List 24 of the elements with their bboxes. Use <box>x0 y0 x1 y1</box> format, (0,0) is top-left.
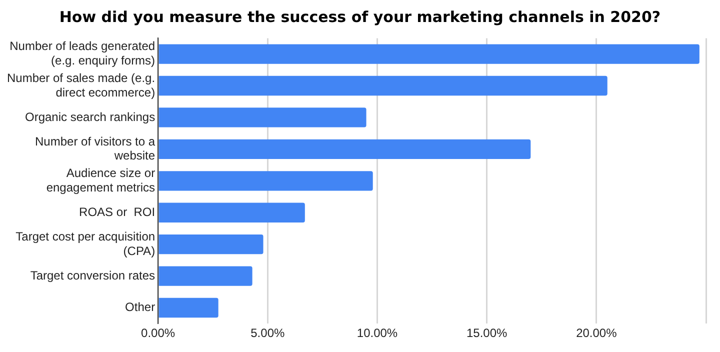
x-tick-label: 5.00% <box>250 326 285 340</box>
x-tick-label: 15.00% <box>466 326 508 340</box>
bar <box>158 234 264 254</box>
x-tick-label: 20.00% <box>576 326 618 340</box>
bar <box>158 139 531 160</box>
y-tick-label: Organic search rankings <box>25 110 156 124</box>
y-tick-label: Target cost per acquisition (CPA) <box>16 229 156 258</box>
y-tick-label: Target conversion rates <box>30 268 156 282</box>
y-tick-label: Number of sales made (e.g. direct ecommerce) <box>6 70 156 100</box>
y-tick-label: Number of leads generated (e.g. enquiry forms) <box>10 39 156 68</box>
bar <box>158 266 252 286</box>
y-tick-label: Number of visitors to a website <box>35 134 156 163</box>
bar <box>158 44 700 64</box>
bar <box>158 76 608 96</box>
x-tick-label: 0.00% <box>141 326 176 340</box>
bar <box>158 202 305 222</box>
y-tick-label: Audience size or engagement metrics <box>46 166 156 194</box>
chart-title: How did you measure the success of your marketing channels in 2020? <box>58 8 662 28</box>
x-tick-label: 10.00% <box>356 326 398 340</box>
bar <box>158 108 366 128</box>
bar <box>158 171 373 191</box>
y-tick-label: Other <box>125 300 156 314</box>
y-tick-label: ROAS or ROI <box>79 204 156 219</box>
bar <box>158 298 218 318</box>
